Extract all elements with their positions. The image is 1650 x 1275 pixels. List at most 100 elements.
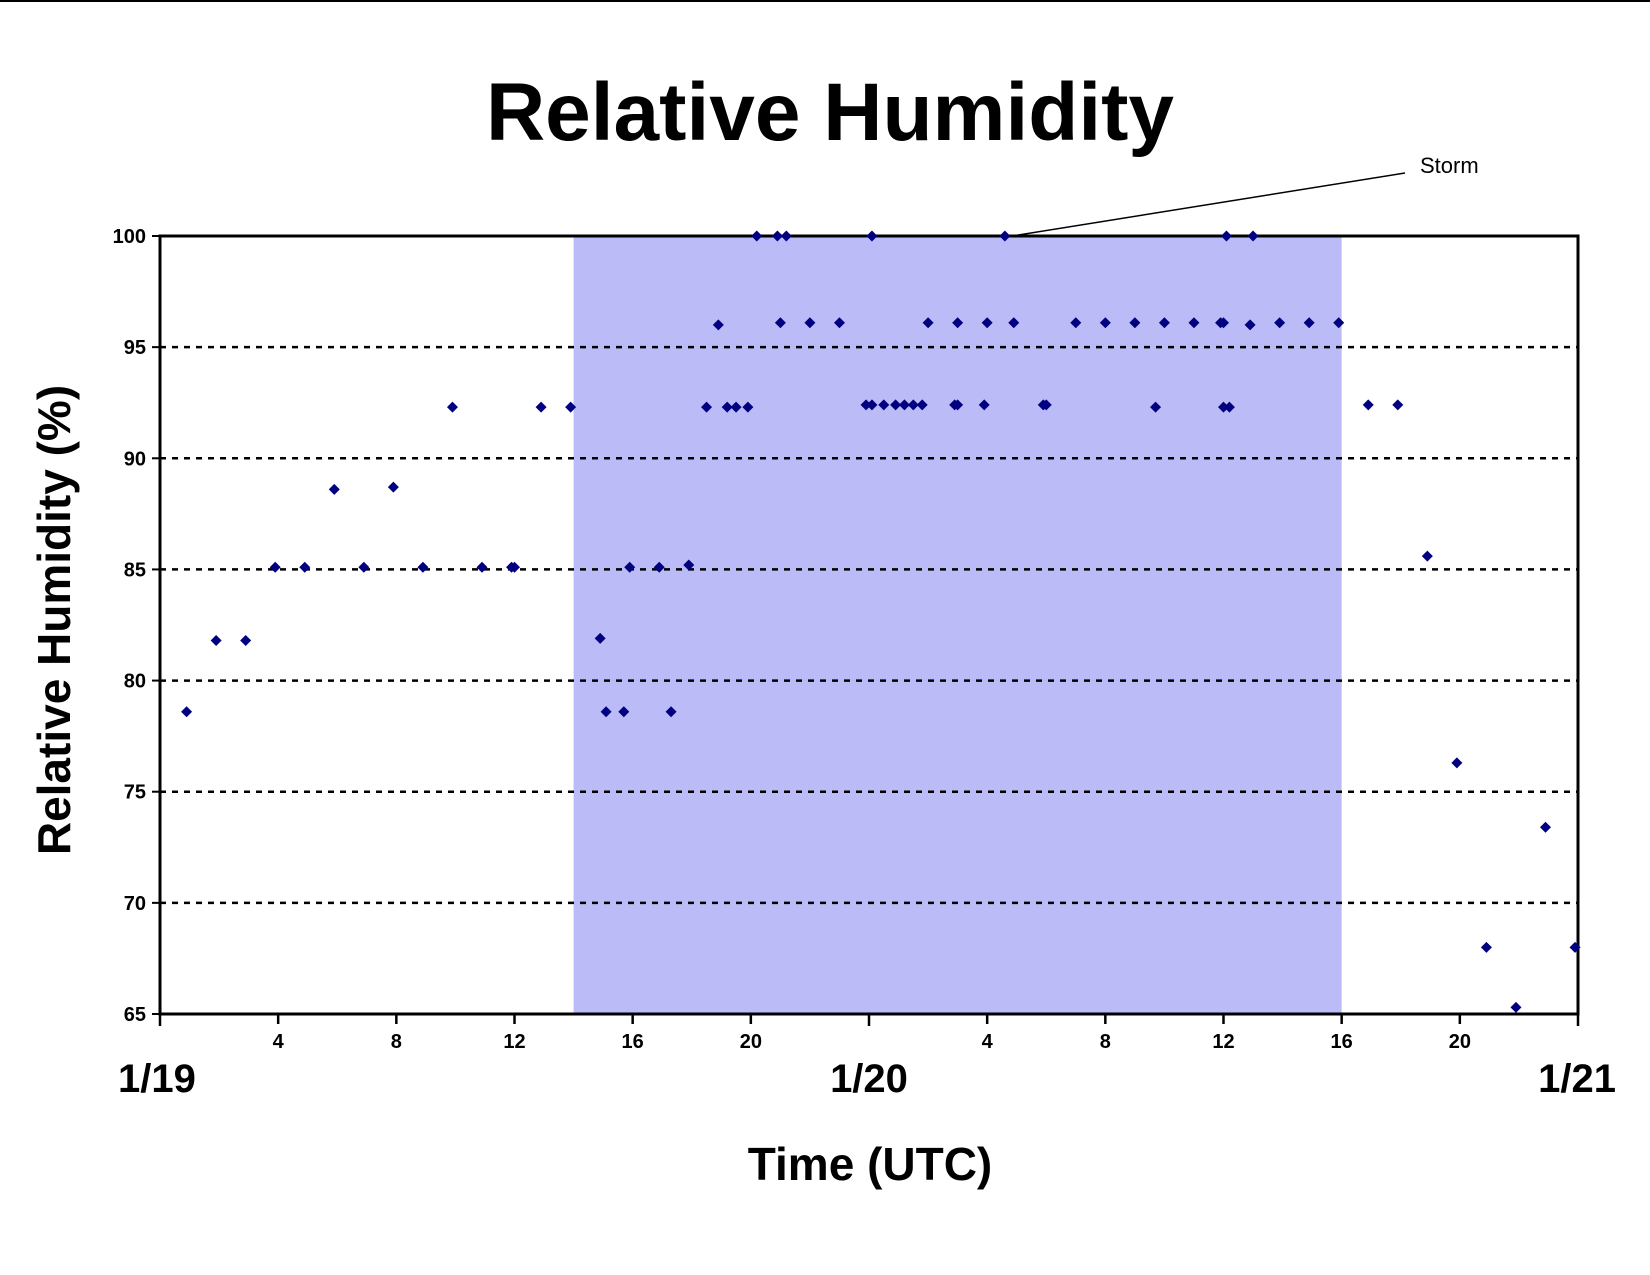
x-tick-label: 8	[1100, 1031, 1111, 1053]
data-point	[600, 706, 612, 718]
data-point	[701, 401, 713, 413]
x-tick-label: 8	[391, 1031, 402, 1053]
data-point	[1333, 317, 1345, 329]
data-point	[1218, 401, 1229, 413]
data-point	[1150, 401, 1162, 413]
storm-annotation-label: Storm	[1420, 153, 1479, 178]
data-point	[1540, 821, 1552, 833]
x-tick-label: 12	[1212, 1031, 1234, 1053]
data-point	[299, 561, 311, 573]
data-point	[890, 399, 902, 411]
data-point	[328, 483, 340, 495]
x-tick-label: 16	[622, 1031, 644, 1053]
chart-title: Relative Humidity	[486, 67, 1174, 158]
data-point	[1129, 317, 1141, 329]
y-tick-label: 65	[124, 1004, 146, 1026]
data-point	[476, 561, 488, 573]
data-point	[866, 399, 878, 411]
data-point	[1244, 319, 1256, 331]
data-point	[387, 481, 399, 493]
data-point	[780, 230, 792, 242]
data-point	[1451, 757, 1463, 769]
data-point	[665, 706, 677, 718]
data-point	[1223, 401, 1235, 413]
data-point	[1247, 230, 1259, 242]
y-axis-title: Relative Humidity (%)	[28, 385, 80, 855]
x-date-label: 1/21	[1538, 1057, 1616, 1101]
data-point	[1008, 317, 1020, 329]
storm-pointer-line	[1011, 172, 1406, 237]
data-point	[1421, 550, 1433, 562]
y-tick-label: 75	[124, 782, 146, 804]
data-point	[1188, 317, 1200, 329]
data-point	[210, 635, 222, 647]
y-tick-label: 80	[124, 671, 146, 693]
x-date-label: 1/20	[830, 1057, 908, 1101]
data-point	[565, 401, 577, 413]
data-point	[981, 317, 993, 329]
data-point	[751, 230, 763, 242]
x-tick-label: 16	[1331, 1031, 1353, 1053]
y-tick-label: 70	[124, 893, 146, 915]
data-point	[742, 401, 754, 413]
top-border-line	[0, 0, 1650, 2]
data-point	[1392, 399, 1404, 411]
data-point	[1070, 317, 1082, 329]
data-point	[833, 317, 845, 329]
data-point	[1480, 941, 1492, 953]
data-point	[922, 317, 934, 329]
data-point	[712, 319, 724, 331]
data-point	[1303, 317, 1315, 329]
data-point	[509, 561, 520, 573]
data-point	[181, 706, 193, 718]
x-tick-label: 4	[273, 1031, 285, 1053]
plot-area: 65 70 75 80 85 90 95 100 4 8 12 16 20 4 8 12 16 20 1/19 1/2…	[113, 172, 1616, 1101]
y-tick-label: 95	[124, 337, 146, 359]
x-tick-label: 4	[982, 1031, 994, 1053]
data-point	[653, 561, 665, 573]
data-point	[1362, 399, 1374, 411]
data-point	[898, 399, 910, 411]
data-point	[618, 706, 630, 718]
data-point	[1040, 399, 1052, 411]
data-point	[1158, 317, 1170, 329]
data-point	[535, 401, 547, 413]
data-point	[358, 561, 370, 573]
data-point	[683, 559, 695, 571]
data-point	[860, 399, 872, 411]
data-point	[804, 317, 816, 329]
data-point	[866, 230, 878, 242]
data-point	[1274, 317, 1286, 329]
data-point	[878, 399, 890, 411]
data-point	[907, 399, 919, 411]
x-date-label: 1/19	[118, 1057, 196, 1101]
data-point	[269, 561, 281, 573]
data-point	[1218, 317, 1229, 329]
data-point	[446, 401, 458, 413]
data-point	[916, 399, 928, 411]
data-point	[1099, 317, 1111, 329]
y-tick-label: 90	[124, 448, 146, 470]
data-point	[774, 317, 786, 329]
data-point	[999, 230, 1011, 242]
data-point	[952, 317, 964, 329]
data-point	[1510, 1001, 1522, 1013]
data-point	[1220, 230, 1232, 242]
data-point	[417, 561, 429, 573]
data-point	[1569, 941, 1581, 953]
data-point	[240, 635, 252, 647]
data-point	[978, 399, 990, 411]
x-tick-label: 20	[740, 1031, 762, 1053]
data-point	[730, 401, 742, 413]
storm-shaded-region	[573, 236, 1342, 1014]
data-point	[771, 230, 783, 242]
data-point	[721, 401, 733, 413]
y-tick-label: 100	[113, 226, 146, 248]
data-point	[624, 561, 636, 573]
data-point	[952, 399, 964, 411]
x-tick-label: 12	[503, 1031, 525, 1053]
data-point	[594, 632, 606, 644]
x-axis-title: Time (UTC)	[748, 1138, 993, 1190]
y-tick-label: 85	[124, 559, 146, 581]
